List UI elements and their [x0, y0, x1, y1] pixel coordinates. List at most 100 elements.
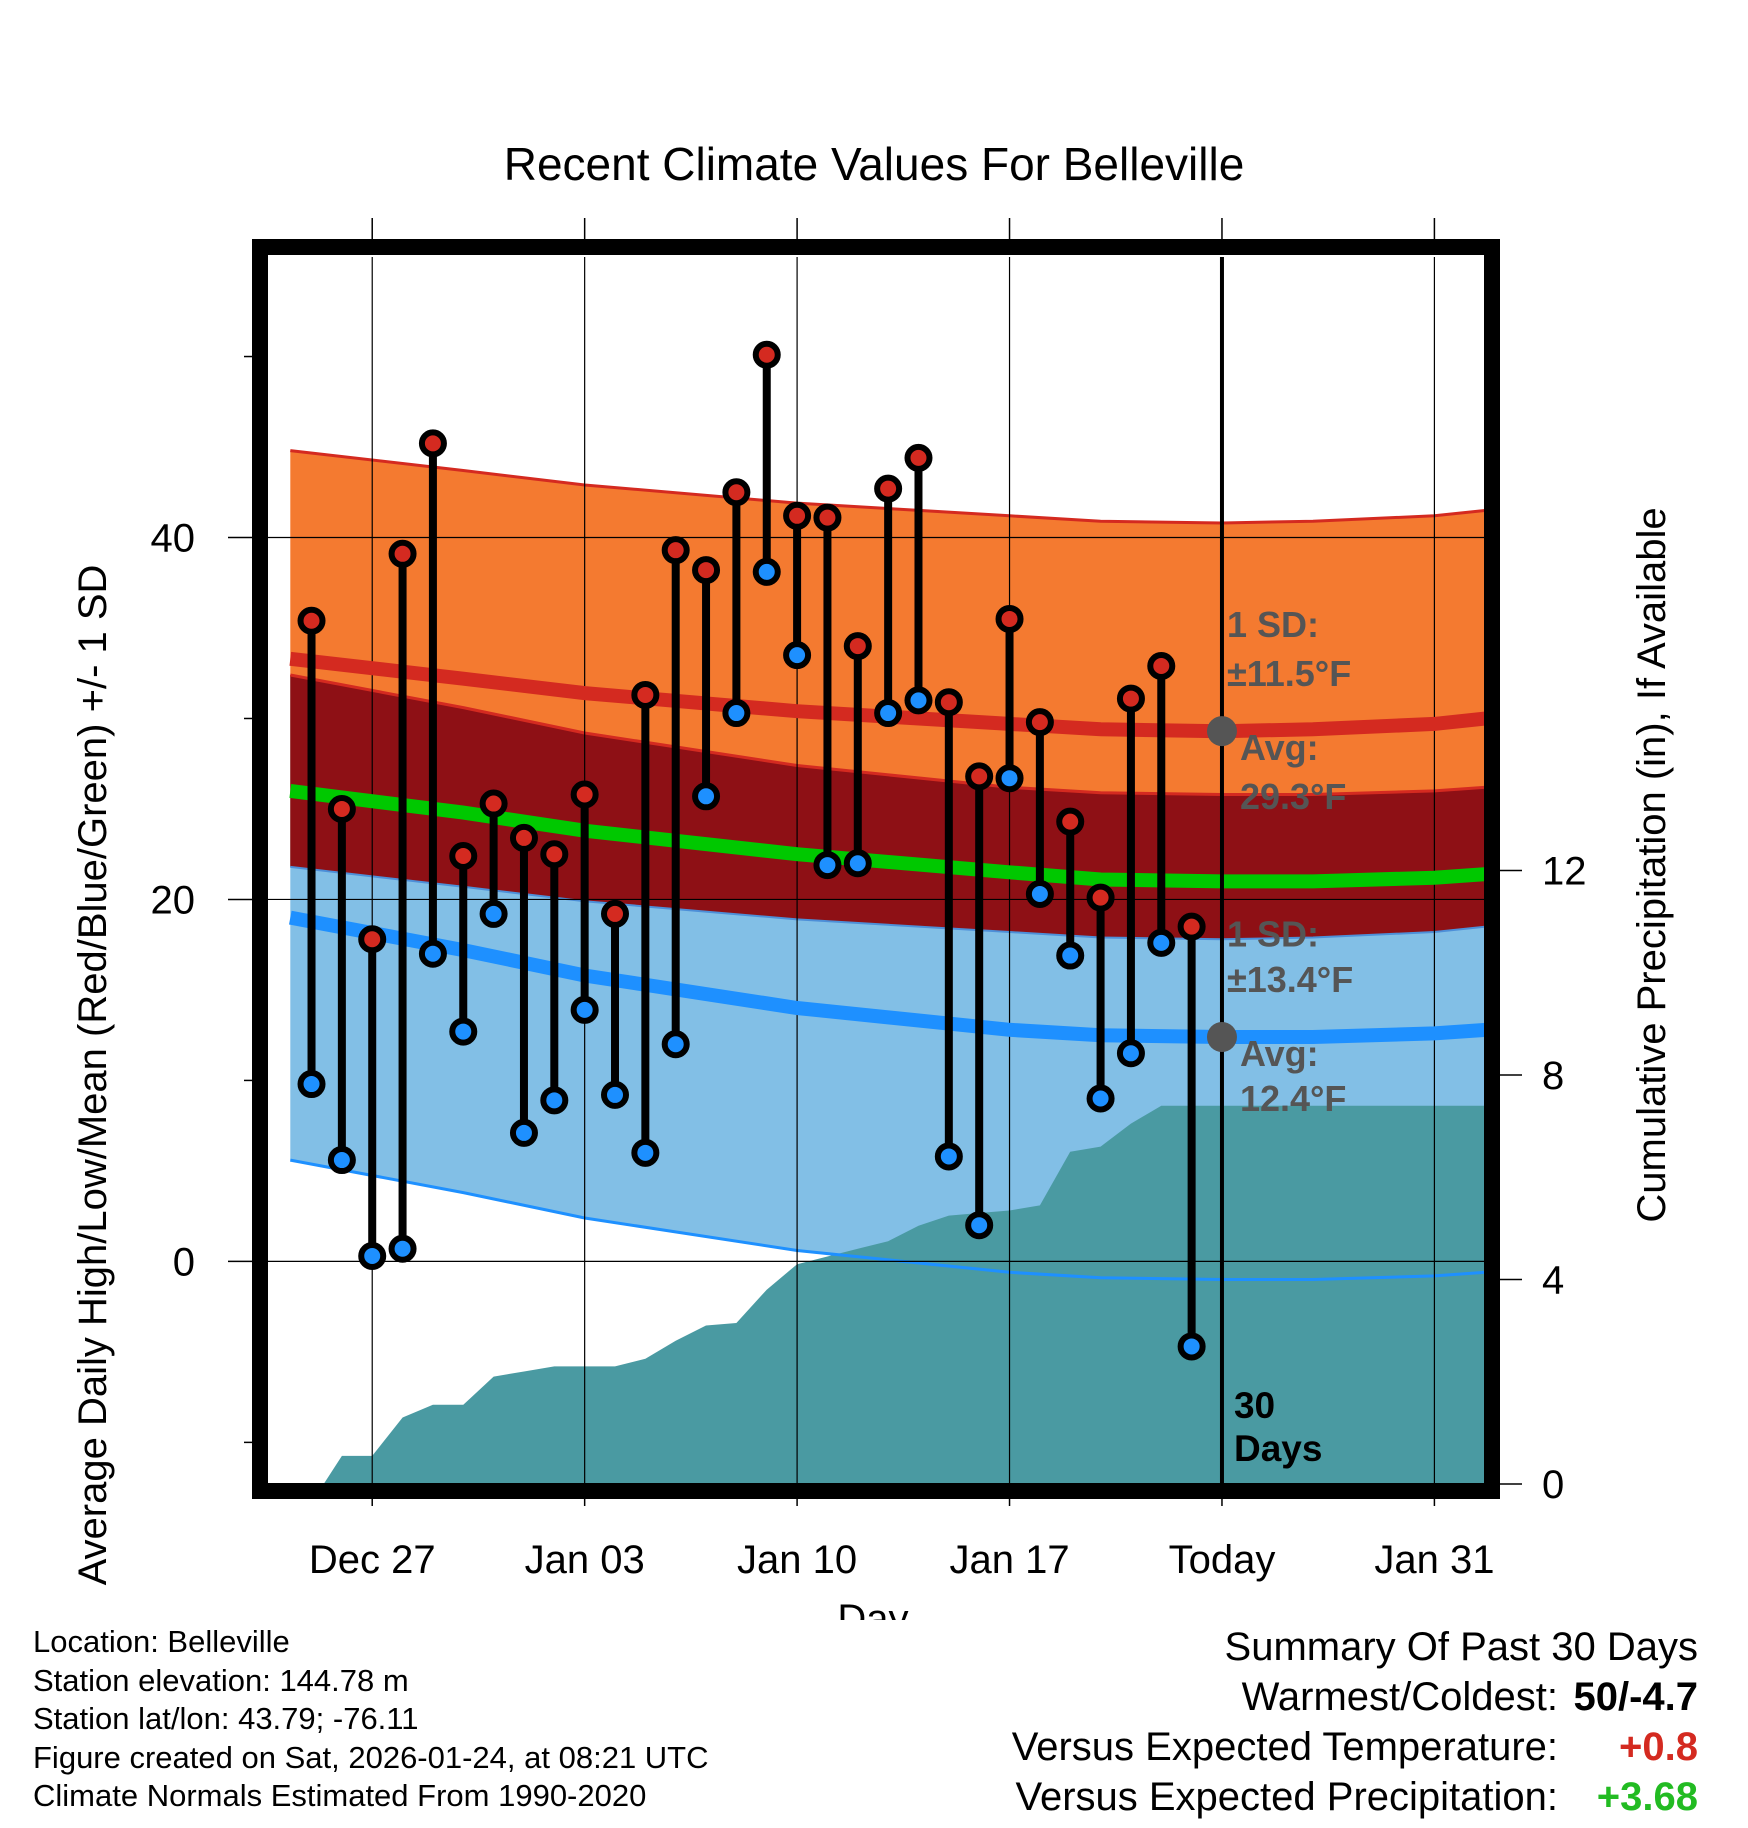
high-temp-point — [965, 762, 994, 791]
high-temp-point — [722, 478, 751, 507]
low-temp-point — [449, 1017, 478, 1046]
summary-title: Summary Of Past 30 Days — [1224, 1625, 1698, 1669]
today-days-label-line1: 30 — [1234, 1385, 1275, 1426]
overlap-band — [290, 675, 1486, 940]
high-temp-point — [631, 680, 660, 709]
low-temp-point — [540, 1086, 569, 1115]
high-sd-upper-line — [290, 449, 1486, 525]
low-temp-point — [965, 1211, 994, 1240]
high-temp-point — [1116, 684, 1145, 713]
high-temp-point — [540, 840, 569, 869]
high-temp-point — [601, 899, 630, 928]
high-temp-point — [934, 688, 963, 717]
low-sd-annotation-line2: ±13.4°F — [1227, 959, 1353, 1000]
axes: Dec 27 Jan 03 Jan 10 Jan 17 Today Jan 3102040… — [151, 218, 1587, 1582]
mean-normal-line — [289, 783, 1486, 889]
y2-tick-label: 0 — [1542, 1463, 1564, 1507]
low-temp-point — [813, 851, 842, 880]
low-temp-point — [601, 1080, 630, 1109]
info-created: Figure created on Sat, 2026-01-24, at 08… — [33, 1739, 709, 1775]
high-normal-line — [289, 651, 1486, 739]
low-temp-point — [479, 899, 508, 928]
low-temp-point — [692, 782, 721, 811]
high-temp-point — [874, 474, 903, 503]
high-temp-point — [843, 632, 872, 661]
high-temp-point — [1056, 807, 1085, 836]
y-tick-label: 20 — [151, 878, 196, 922]
low-temp-point — [570, 995, 599, 1024]
low-temp-point — [783, 641, 812, 670]
high-temp-point — [358, 925, 387, 954]
y-axis-label: Average Daily High/Low/Mean (Red/Blue/Gr… — [71, 565, 115, 1586]
low-sd-annotation-line1: 1 SD: — [1227, 914, 1319, 955]
climate-chart: Recent Climate Values For Belleville 1 S… — [71, 138, 1674, 1620]
high-temp-point — [479, 789, 508, 818]
high-temp-point — [570, 780, 599, 809]
high-temp-point — [1177, 912, 1206, 941]
high-temp-point — [995, 604, 1024, 633]
summary-precip-value: +3.68 — [1596, 1775, 1698, 1819]
info-normals: Climate Normals Estimated From 1990-2020 — [33, 1778, 647, 1813]
low-temp-point — [509, 1118, 538, 1147]
high-temp-point — [752, 340, 781, 369]
high-temp-point — [327, 794, 356, 823]
low-temp-point — [874, 699, 903, 728]
summary-precip-row: Versus Expected Precipitation: +3.68 — [1012, 1772, 1698, 1822]
high-temp-point — [388, 539, 417, 568]
low-temp-point — [752, 557, 781, 586]
low-temp-point — [1086, 1084, 1115, 1113]
station-info: Location: Belleville Station elevation: … — [33, 1623, 709, 1816]
high-temp-point — [904, 443, 933, 472]
summary-panel: Summary Of Past 30 Days Warmest/Coldest:… — [1012, 1622, 1698, 1822]
low-temp-point — [934, 1142, 963, 1171]
high-temp-point — [1086, 883, 1115, 912]
high-temp-point — [1147, 652, 1176, 680]
low-temp-point — [904, 686, 933, 715]
high-temp-point — [813, 503, 842, 532]
today-days-label-line2: Days — [1234, 1428, 1322, 1469]
high-sd-annotation-line1: 1 SD: — [1227, 604, 1319, 645]
low-sd-lower-line — [290, 1158, 1486, 1281]
y2-axis-label: Cumulative Precipitation (in), If Availa… — [1630, 507, 1674, 1222]
y-tick-label: 0 — [173, 1240, 195, 1284]
low-temp-point — [995, 764, 1024, 793]
high-temp-point — [783, 501, 812, 530]
summary-warmest-value: 50/-4.7 — [1573, 1675, 1698, 1719]
high-temp-point — [1025, 708, 1054, 737]
x-tick-label: Jan 17 — [949, 1538, 1069, 1582]
summary-temp-label: Versus Expected Temperature: — [1011, 1725, 1558, 1769]
y2-tick-label: 8 — [1542, 1054, 1564, 1098]
chart-title: Recent Climate Values For Belleville — [504, 138, 1245, 190]
x-tick-label: Jan 03 — [525, 1538, 645, 1582]
info-latlon: Station lat/lon: 43.79; -76.11 — [33, 1701, 419, 1736]
low-temp-point — [418, 939, 447, 968]
high-avg-annotation-line1: Avg: — [1240, 727, 1319, 768]
low-temp-point — [1025, 880, 1054, 909]
info-location: Location: Belleville — [33, 1624, 290, 1659]
high-avg-annotation-line2: 29.3°F — [1240, 776, 1346, 817]
low-temp-point — [388, 1234, 417, 1263]
low-temp-point — [1147, 928, 1176, 957]
low-temp-point — [358, 1241, 387, 1270]
low-temp-point — [1116, 1039, 1145, 1068]
low-temp-point — [297, 1070, 326, 1099]
low-temp-point — [843, 849, 872, 878]
low-temp-point — [1177, 1332, 1206, 1361]
high-temp-point — [509, 823, 538, 852]
summary-temp-row: Versus Expected Temperature: +0.8 — [1012, 1722, 1698, 1772]
high-temp-point — [661, 536, 690, 565]
high-avg-marker — [1206, 716, 1237, 747]
low-temp-point — [631, 1138, 660, 1167]
high-temp-point — [449, 842, 478, 871]
summary-precip-label: Versus Expected Precipitation: — [1015, 1775, 1558, 1819]
low-avg-annotation-line2: 12.4°F — [1240, 1078, 1346, 1119]
x-tick-label: Today — [1169, 1538, 1276, 1582]
high-sd-annotation-line2: ±11.5°F — [1227, 653, 1351, 694]
low-temp-point — [661, 1030, 690, 1059]
x-axis-label: Day — [837, 1597, 908, 1620]
high-temp-point — [297, 606, 326, 635]
summary-warmest-row: Warmest/Coldest: 50/-4.7 — [1012, 1672, 1698, 1722]
low-temp-point — [327, 1146, 356, 1175]
low-temp-point — [722, 699, 751, 728]
